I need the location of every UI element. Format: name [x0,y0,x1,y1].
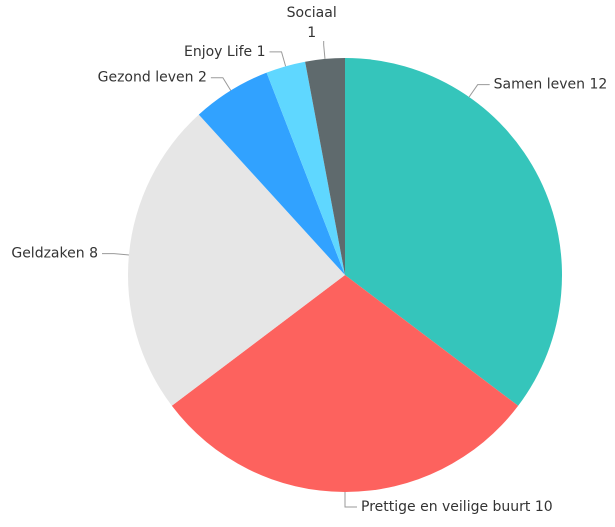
category-label: Sociaal [287,5,337,21]
leader-line [269,51,287,67]
pie-slice [127,114,346,406]
leader-line [344,492,357,508]
data-label: Prettige en veilige buurt 10 [361,499,553,515]
leader-line [323,40,326,59]
leader-line [468,84,490,98]
data-label: Gezond leven 2 [98,70,207,86]
data-label: Geldzaken 8 [11,246,98,262]
category-label: Geldzaken [11,246,84,262]
category-label: Enjoy Life [184,44,252,60]
value-label: 8 [89,246,98,262]
value-label: 2 [198,70,207,86]
leader-line [210,77,232,91]
pie-slice [198,72,345,275]
value-label: 1 [257,44,266,60]
data-label: Samen leven 12 [494,77,608,93]
leader-line [101,253,129,256]
pie-slice [171,275,519,492]
value-label: 10 [535,499,553,515]
pie-slice [266,61,345,275]
data-label: Enjoy Life 1 [184,44,266,60]
pie-slice [305,58,345,275]
value-label: 1 [307,25,316,41]
category-label: Prettige en veilige buurt [361,499,531,515]
value-label: 12 [589,77,607,93]
pie-slice [345,58,562,406]
category-label: Gezond leven [98,70,194,86]
category-label: Samen leven [494,77,585,93]
